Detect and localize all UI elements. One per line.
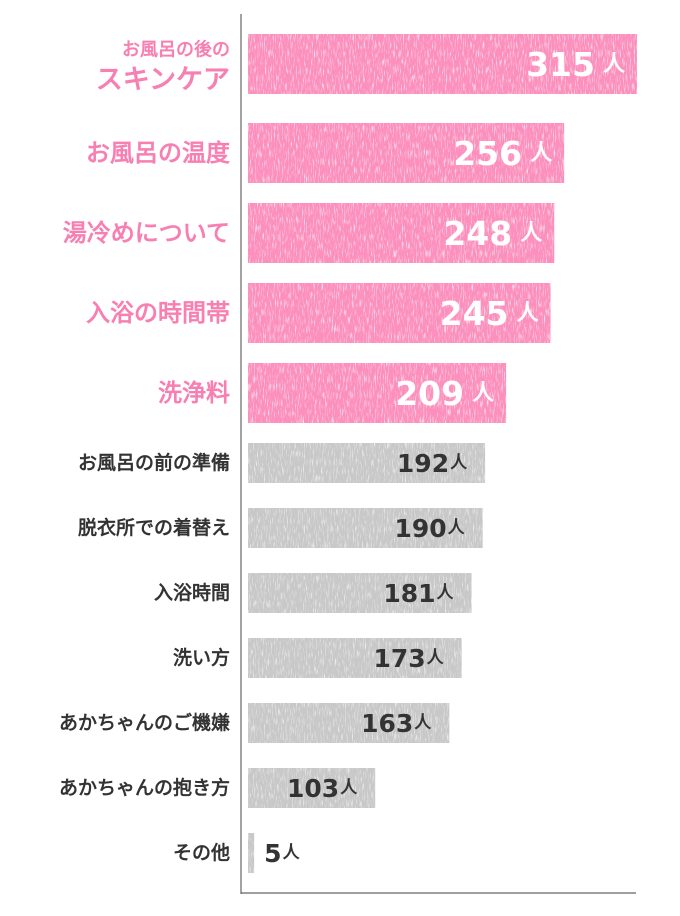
- category-label-12: その他: [173, 841, 230, 864]
- bars-group: [248, 34, 637, 873]
- value-label-4: 245 人: [440, 294, 539, 333]
- bar-5: [248, 363, 507, 423]
- category-label-8: 入浴時間: [154, 582, 230, 604]
- category-label-4: 入浴の時間帯: [86, 299, 230, 327]
- category-label-7: 脱衣所での着替え: [78, 516, 230, 539]
- bar-9: [248, 638, 462, 678]
- bar-11: [248, 768, 376, 808]
- category-labels-group: お風呂の後のスキンケアお風呂の温度湯冷めについて入浴の時間帯洗浄料お風呂の前の準…: [59, 39, 231, 865]
- category-label-3: 湯冷めについて: [63, 219, 230, 247]
- category-label-1-line-1: お風呂の後の: [122, 39, 230, 61]
- category-label-9: 洗い方: [173, 646, 230, 669]
- value-label-8: 181人: [383, 579, 454, 608]
- category-label-1-line-2: スキンケア: [96, 65, 230, 96]
- category-label-2: お風呂の温度: [86, 139, 231, 167]
- value-label-9: 173人: [373, 644, 444, 673]
- bar-7: [248, 508, 483, 548]
- category-label-6: お風呂の前の準備: [78, 451, 230, 474]
- value-label-11: 103人: [287, 774, 358, 803]
- value-label-12: 5人: [264, 839, 300, 868]
- bar-8: [248, 573, 472, 613]
- bar-4: [248, 283, 551, 343]
- category-label-5: 洗浄料: [158, 379, 230, 407]
- value-labels-group: 315 人 256 人 248 人 245 人 209 人 192人 190人 181人 173人 163人…: [264, 45, 625, 868]
- value-label-5: 209 人: [395, 374, 494, 413]
- value-label-7: 190人: [394, 514, 465, 543]
- bar-6: [248, 443, 486, 483]
- bar-12: [248, 833, 255, 873]
- value-label-10: 163人: [361, 709, 432, 738]
- category-label-11: あかちゃんの抱き方: [59, 776, 230, 799]
- bar-10: [248, 703, 450, 743]
- bar-1: [248, 34, 637, 94]
- value-label-2: 256 人: [453, 134, 552, 173]
- bar-2: [248, 123, 565, 183]
- bar-3: [248, 203, 555, 263]
- category-label-10: あかちゃんのご機嫌: [59, 711, 230, 734]
- value-label-1: 315 人: [526, 45, 625, 84]
- value-label-3: 248 人: [443, 214, 542, 253]
- value-label-6: 192人: [397, 449, 468, 478]
